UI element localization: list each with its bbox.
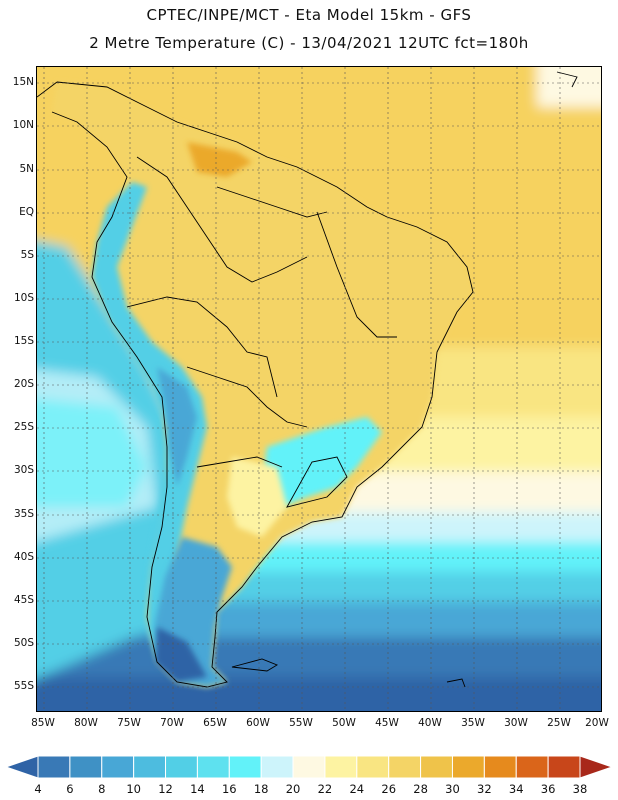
map-title-line-1: CPTEC/INPE/MCT - Eta Model 15km - GFS [146,6,472,24]
lat-label-30s: 30S [13,464,34,476]
colorbar-label: 18 [253,782,269,796]
colorbar-label: 22 [317,782,333,796]
lat-label-50s: 50S [13,637,34,649]
lat-label-15s: 15S [13,335,34,347]
lat-label-45s: 45S [13,594,34,606]
pampas-mild [227,457,287,537]
border-line-brazil-internal [316,211,397,338]
south-georgia [446,678,466,688]
colorbar-cell [451,755,485,779]
lon-label-20w: 20W [585,717,609,729]
colorbar-label: 4 [34,782,42,796]
pacific-mid-water [37,399,147,507]
lon-label-30w: 30W [504,717,528,729]
falkland-islands [231,658,279,672]
lat-label-15n: 15N [12,76,34,88]
map-title-line-2: 2 Metre Temperature (C) - 13/04/2021 12U… [89,34,529,52]
lat-label-25s: 25S [13,421,34,433]
border-line-north [136,156,308,283]
colorbar-cell [547,755,581,779]
colorbar-label: 24 [349,782,365,796]
colorbar-cell [388,755,422,779]
colorbar-label: 14 [190,782,205,796]
venezuela-hot-area [187,142,252,177]
continent-temperature-field [52,82,473,687]
temperature-map [37,67,601,711]
colorbar-cell [101,755,135,779]
colorbar-cell [420,755,453,779]
colorbar-label: 38 [572,782,588,796]
colorbar-cell [260,755,294,779]
lat-label-10s: 10S [13,292,34,304]
colorbar-label: 20 [285,782,301,796]
colorbar-label: 36 [540,782,556,796]
colorbar-label: 30 [445,782,460,796]
colorbar-cell [324,755,358,779]
lon-label-75w: 75W [117,717,141,729]
colorbar-label: 32 [477,782,492,796]
lon-label-25w: 25W [547,717,571,729]
lat-label-5n: 5N [19,163,34,175]
lat-label-10n: 10N [12,119,34,131]
colorbar-cell [37,755,71,779]
colorbar-cell [69,755,103,779]
colorbar-cell [228,755,262,779]
lat-label-55s: 55S [13,680,34,692]
colorbar-label: 12 [158,782,173,796]
lon-label-35w: 35W [461,717,485,729]
ocean-temperature-field [37,67,601,711]
andes-cold-strip [92,182,207,662]
lon-label-65w: 65W [203,717,227,729]
tierra-del-fuego-cold [155,627,207,682]
lon-label-55w: 55W [289,717,313,729]
colorbar-cell [579,755,612,779]
lat-label-20s: 20S [13,378,34,390]
colorbar-cell [515,755,549,779]
colorbar-cell [165,755,198,779]
colorbar-label: 16 [221,782,237,796]
lat-label-35s: 35S [13,508,34,520]
colorbar-label: 10 [126,782,141,796]
colorbar-cell [196,755,230,779]
lat-label-40s: 40S [13,551,34,563]
colorbar-label: 28 [413,782,428,796]
south-america-coast [51,81,474,688]
colorbar-label: 8 [98,782,106,796]
southern-brazil-cool [262,417,382,507]
colorbar-cell [483,755,517,779]
colorbar-cell [133,755,167,779]
lon-label-80w: 80W [74,717,98,729]
graticule [37,67,601,711]
border-line-guianas [216,186,328,218]
lon-label-45w: 45W [375,717,399,729]
colorbar-cell [292,755,326,779]
caribbean-islands [556,71,578,88]
lon-label-60w: 60W [246,717,270,729]
coastline-outline [37,71,578,688]
lat-label-eq: EQ [19,206,34,218]
uruguay-outline [286,456,348,508]
colorbar-label: 34 [508,782,524,796]
lon-label-40w: 40W [418,717,442,729]
map-panel [36,66,602,712]
lon-label-70w: 70W [160,717,184,729]
central-america-coast [37,81,58,98]
temperature-colorbar [6,755,612,779]
ocean-band-6 [37,637,601,677]
colorbar-cell [356,755,390,779]
border-line-argentina-north [196,456,283,468]
ocean-band-4 [37,677,601,711]
land-warm-field [52,82,473,687]
border-line-bolivia [186,366,308,428]
atlantic-ne-mild [537,67,601,107]
colorbar-cell [6,755,39,779]
lon-label-50w: 50W [332,717,356,729]
colorbar-label: 26 [381,782,397,796]
colorbar-label: 6 [66,782,74,796]
border-line-peru-bolivia [126,296,278,398]
altiplano-cold [157,367,197,487]
lon-label-85w: 85W [31,717,55,729]
lat-label-5s: 5S [20,249,34,261]
